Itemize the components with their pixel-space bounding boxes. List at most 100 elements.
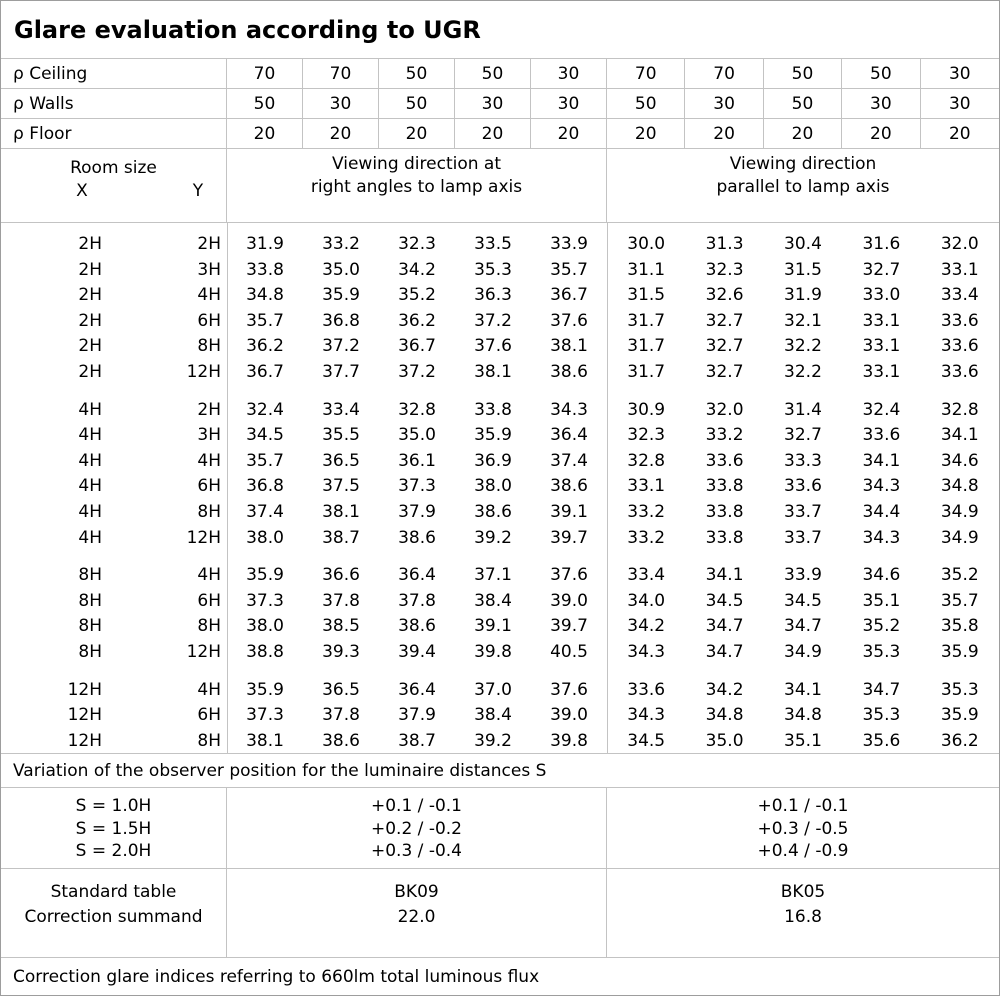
- ugr-value-parallel: 33.8: [705, 501, 744, 522]
- ugr-value-right-angles: 38.6: [398, 616, 436, 637]
- reflectance-value: 30: [531, 59, 607, 88]
- ugr-value-right-angles: 38.6: [322, 730, 360, 751]
- room-y-value: 4H: [197, 285, 221, 306]
- ugr-value-right-angles: 31.9: [246, 234, 284, 254]
- ugr-value-right-angles: 35.0: [398, 425, 436, 446]
- spacing-value: +0.1 / -0.1: [757, 796, 849, 816]
- reflectance-value: 50: [455, 59, 531, 88]
- room-x-value: 12H: [67, 705, 102, 726]
- room-y-value: 6H: [197, 705, 221, 726]
- ugr-value-right-angles: 39.0: [550, 590, 588, 611]
- reflectance-value: 20: [455, 119, 531, 148]
- spacing-value: +0.3 / -0.5: [757, 818, 849, 839]
- ugr-value-right-angles: 32.8: [398, 399, 436, 420]
- ugr-value-right-angles: 39.7: [550, 527, 588, 548]
- room-y-value: 3H: [197, 259, 221, 280]
- room-y-value: 4H: [197, 679, 221, 700]
- ugr-value-right-angles: 39.0: [550, 705, 588, 726]
- ugr-value-right-angles: 35.7: [246, 310, 284, 331]
- ugr-value-parallel: 32.6: [705, 285, 744, 306]
- ugr-value-right-angles: 38.1: [474, 361, 512, 382]
- ugr-value-right-angles: 38.8: [246, 641, 284, 662]
- column-header-band: Room size X Y Viewing direction at right…: [1, 149, 999, 223]
- ugr-value-parallel: 35.0: [705, 730, 744, 751]
- ugr-value-parallel: 35.1: [784, 730, 822, 751]
- spacing-value: +0.4 / -0.9: [757, 841, 849, 861]
- ugr-value-right-angles: 33.8: [246, 259, 284, 280]
- correction-summand-value: 16.8: [784, 907, 822, 927]
- ugr-value-right-angles: 38.0: [246, 527, 284, 548]
- ugr-value-parallel: 33.6: [705, 450, 744, 471]
- ugr-value-parallel: 33.4: [627, 565, 666, 586]
- ugr-value-right-angles: 35.9: [322, 285, 360, 306]
- ugr-value-parallel: 34.3: [862, 527, 901, 548]
- ugr-value-right-angles: 38.6: [398, 527, 436, 548]
- ugr-row: 4H 8H 37.4 38.1 37.9 38.6 39.1 33.2 33.8 33.7 34.4…: [1, 500, 999, 526]
- reflectance-value: 30: [685, 89, 764, 118]
- ugr-value-right-angles: 37.3: [398, 476, 436, 497]
- ugr-value-right-angles: 37.6: [550, 310, 588, 331]
- ugr-value-parallel: 35.2: [940, 565, 979, 586]
- room-x-value: 8H: [78, 565, 102, 586]
- room-y-value: 8H: [197, 730, 221, 751]
- ugr-value-parallel: 32.0: [705, 399, 744, 420]
- ugr-value-right-angles: 35.3: [474, 259, 512, 280]
- summary-labels: Standard table Correction summand: [1, 869, 227, 957]
- reflectance-value: 50: [607, 89, 686, 118]
- ugr-value-parallel: 34.3: [627, 705, 666, 726]
- ugr-value-parallel: 31.7: [627, 310, 666, 331]
- room-x-value: 4H: [78, 501, 102, 522]
- ugr-value-parallel: 34.6: [940, 450, 979, 471]
- ugr-value-right-angles: 39.4: [398, 641, 436, 662]
- ugr-value-parallel: 33.3: [784, 450, 822, 471]
- page-title: Glare evaluation according to UGR: [1, 1, 999, 59]
- spacing-value: +0.2 / -0.2: [371, 818, 462, 839]
- ugr-value-right-angles: 39.7: [550, 616, 588, 637]
- section-header-line: right angles to lamp axis: [310, 177, 523, 197]
- room-y-value: 6H: [197, 476, 221, 497]
- ugr-value-right-angles: 37.3: [246, 590, 284, 611]
- ugr-value-parallel: 33.1: [862, 361, 901, 382]
- correction-summand-label: Correction summand: [24, 907, 203, 927]
- ugr-row: 12H 6H 37.3 37.8 37.9 38.4 39.0 34.3 34.8 34.8 35.…: [1, 703, 999, 729]
- ugr-value-right-angles: 38.1: [246, 730, 284, 751]
- ugr-value-right-angles: 32.4: [246, 399, 284, 420]
- ugr-row: 4H 3H 34.5 35.5 35.0 35.9 36.4 32.3 33.2 32.7 33.6…: [1, 423, 999, 449]
- standard-table-value: BK05: [780, 882, 826, 902]
- ugr-value-parallel: 31.7: [627, 336, 666, 357]
- ugr-value-right-angles: 34.8: [246, 285, 284, 306]
- ugr-value-right-angles: 36.9: [474, 450, 512, 471]
- spacing-label: S = 1.5H: [75, 818, 152, 839]
- ugr-value-right-angles: 37.2: [322, 336, 360, 357]
- ugr-value-parallel: 34.7: [784, 616, 822, 637]
- ugr-value-parallel: 32.3: [627, 425, 666, 446]
- ugr-value-right-angles: 37.8: [398, 590, 436, 611]
- ugr-value-right-angles: 33.4: [322, 399, 360, 420]
- ugr-value-parallel: 34.2: [705, 679, 744, 700]
- ugr-value-parallel: 34.8: [705, 705, 744, 726]
- ugr-value-parallel: 34.1: [705, 565, 744, 586]
- room-x-value: 2H: [78, 310, 102, 331]
- ugr-value-right-angles: 39.8: [474, 641, 512, 662]
- ugr-value-right-angles: 38.4: [474, 590, 512, 611]
- room-y-value: 8H: [197, 616, 221, 637]
- ugr-value-right-angles: 34.3: [550, 399, 588, 420]
- ugr-value-right-angles: 38.0: [474, 476, 512, 497]
- reflectance-value: 50: [379, 59, 455, 88]
- ugr-value-parallel: 31.5: [784, 259, 822, 280]
- ugr-value-right-angles: 34.2: [398, 259, 436, 280]
- ugr-value-right-angles: 37.9: [398, 705, 436, 726]
- ugr-value-parallel: 33.8: [705, 527, 744, 548]
- room-y-value: 2H: [197, 234, 221, 254]
- reflectance-value: 20: [607, 119, 686, 148]
- ugr-value-right-angles: 38.0: [246, 616, 284, 637]
- reflectance-value: 30: [531, 89, 607, 118]
- vertical-gridline: [607, 223, 608, 753]
- ugr-value-right-angles: 35.9: [246, 679, 284, 700]
- ugr-value-right-angles: 39.3: [322, 641, 360, 662]
- reflectance-value: 50: [379, 89, 455, 118]
- ugr-value-right-angles: 36.1: [398, 450, 436, 471]
- ugr-row: 8H 12H 38.8 39.3 39.4 39.8 40.5 34.3 34.7 34.9 35.…: [1, 640, 999, 666]
- ugr-value-parallel: 36.2: [940, 730, 979, 751]
- ugr-value-parallel: 30.4: [784, 234, 822, 254]
